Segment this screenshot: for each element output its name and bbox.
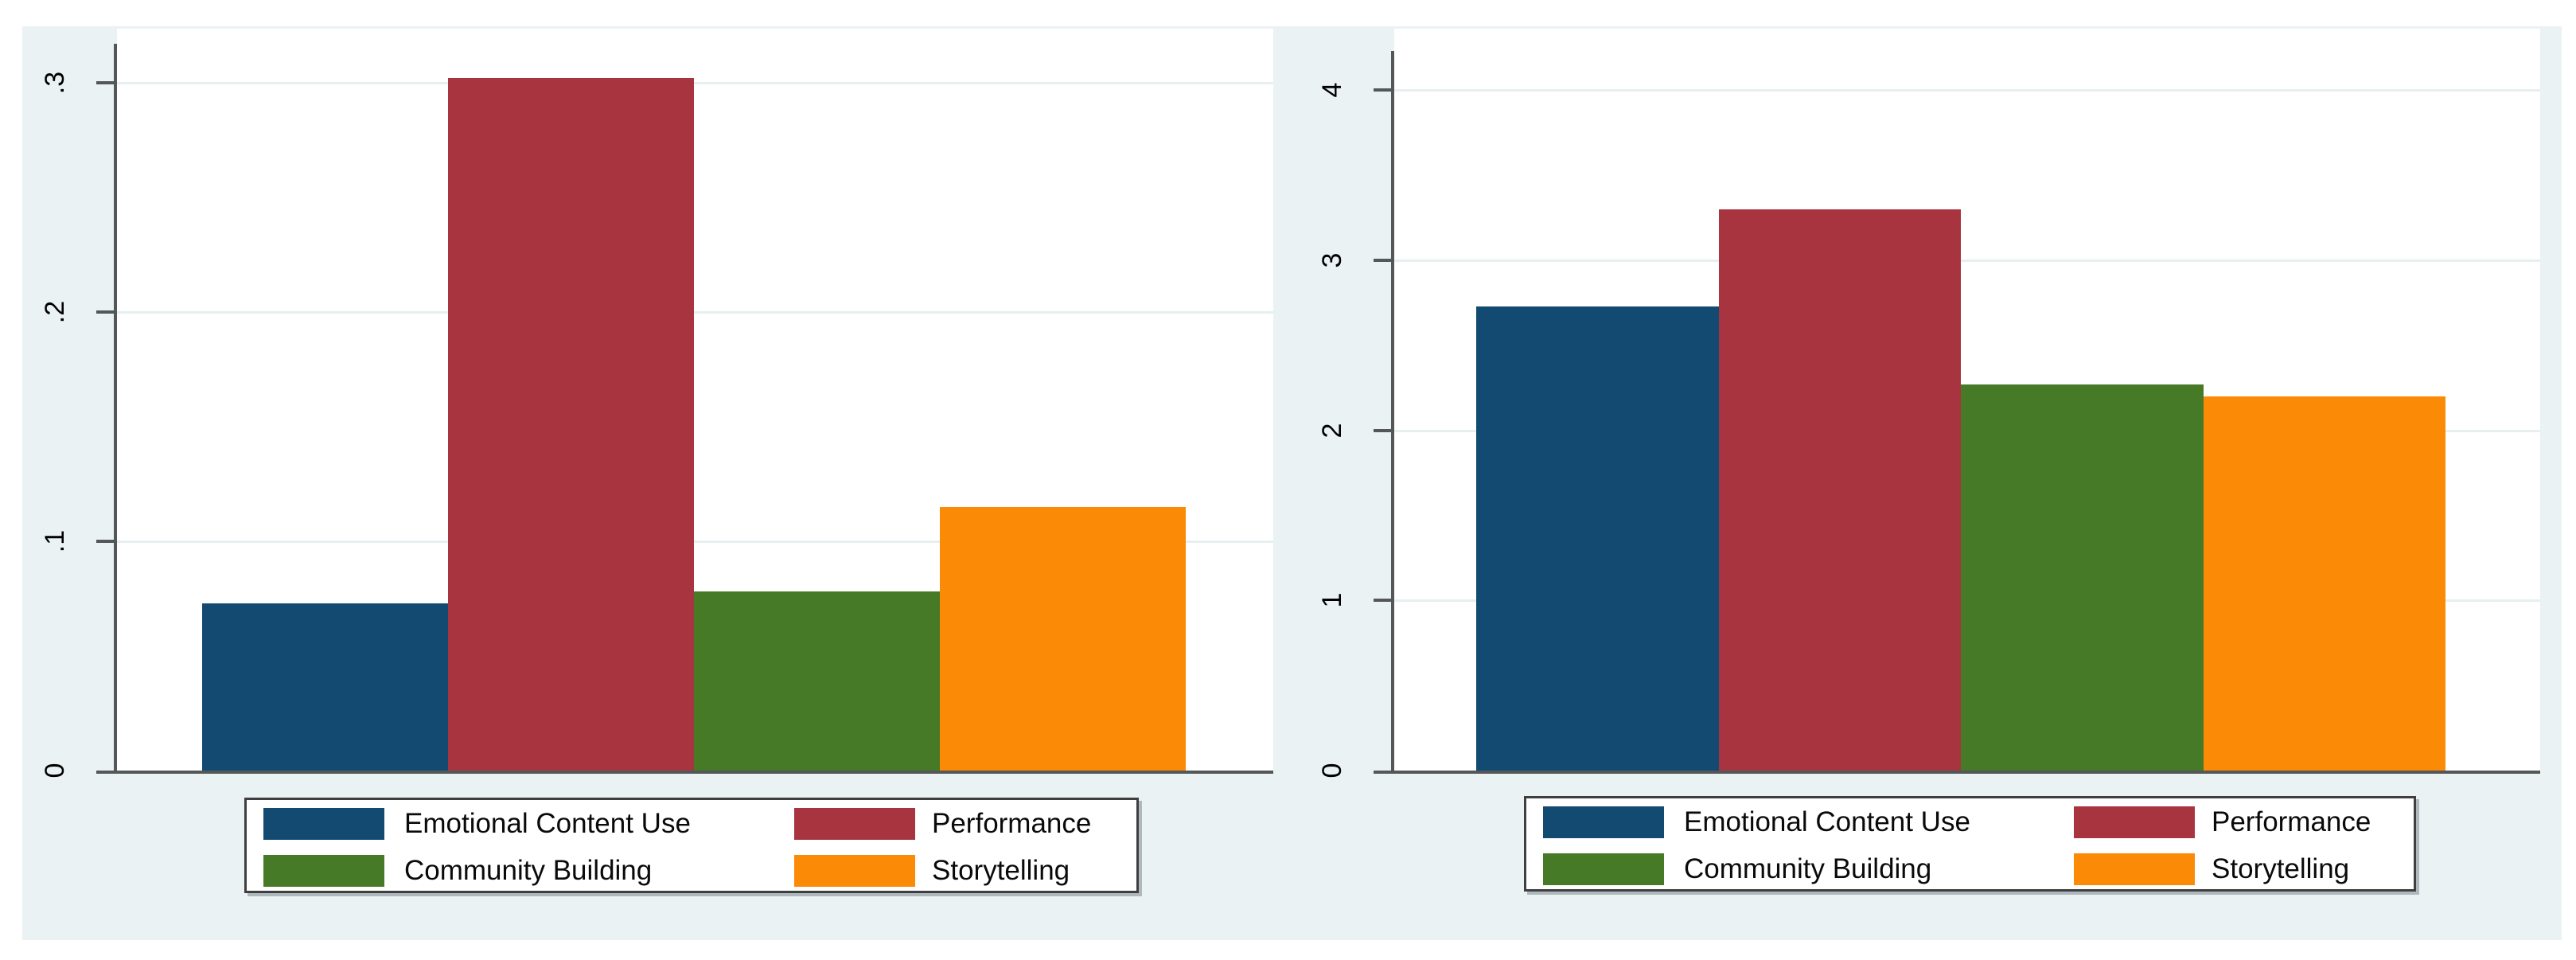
bar-community-building [694, 591, 940, 771]
y-tick-3 [1374, 259, 1391, 262]
legend-swatch-community-building [263, 855, 384, 887]
legend-label-storytelling: Storytelling [932, 855, 1070, 886]
legend-label-performance: Performance [932, 808, 1092, 839]
legend-swatch-community-building [1543, 853, 1664, 885]
legend-label-emotional-content-use: Emotional Content Use [1684, 806, 1970, 837]
y-tick-3 [96, 81, 114, 84]
gridline-y-1 [117, 540, 1273, 543]
legend-label-performance: Performance [2212, 806, 2371, 837]
y-tick-1 [1374, 599, 1391, 602]
legend-box-left: Emotional Content Use Performance Communit… [244, 798, 1139, 893]
bar-storytelling [940, 506, 1186, 771]
bar-emotional-content-use [1476, 306, 1719, 771]
legend-label-storytelling: Storytelling [2212, 853, 2350, 884]
bar-storytelling [2203, 396, 2445, 771]
y-tick-label-2: 2 [1317, 423, 1347, 439]
y-tick-label-1: .1 [40, 529, 70, 553]
y-axis-left [114, 44, 117, 771]
gridline-y-3 [117, 82, 1273, 84]
y-tick-label-2: .2 [40, 300, 70, 324]
bar-emotional-content-use [202, 603, 448, 771]
y-tick-1 [96, 540, 114, 543]
gridline-y-4 [1394, 89, 2540, 92]
gridline-y-3 [1394, 260, 2540, 262]
y-tick-4 [1374, 88, 1391, 92]
legend-swatch-performance [794, 808, 915, 840]
gridline-y-2 [117, 311, 1273, 314]
y-tick-2 [1374, 429, 1391, 432]
y-tick-label-3: 3 [1317, 252, 1347, 268]
y-tick-2 [96, 310, 114, 314]
legend-label-community-building: Community Building [1684, 853, 1932, 884]
legend-swatch-performance [2074, 806, 2195, 838]
bar-performance [448, 78, 694, 771]
bar-community-building [1961, 384, 2204, 771]
legend-swatch-emotional-content-use [263, 808, 384, 840]
y-axis-right [1391, 51, 1394, 771]
legend-swatch-storytelling [794, 855, 915, 887]
bar-performance [1718, 209, 1961, 771]
legend-label-community-building: Community Building [404, 855, 653, 886]
legend-label-emotional-content-use: Emotional Content Use [404, 808, 691, 839]
x-axis-left [96, 771, 1273, 774]
legend-swatch-storytelling [2074, 853, 2195, 885]
y-tick-label-4: 4 [1317, 82, 1347, 98]
x-axis-right [1374, 771, 2540, 774]
y-tick-label-3: .3 [40, 71, 70, 95]
legend-box-right: Emotional Content Use Performance Communit… [1524, 796, 2416, 892]
y-tick-label-0: 0 [1317, 763, 1347, 779]
y-tick-label-1: 1 [1317, 592, 1347, 608]
legend-swatch-emotional-content-use [1543, 806, 1664, 838]
y-tick-label-0: 0 [40, 763, 70, 779]
